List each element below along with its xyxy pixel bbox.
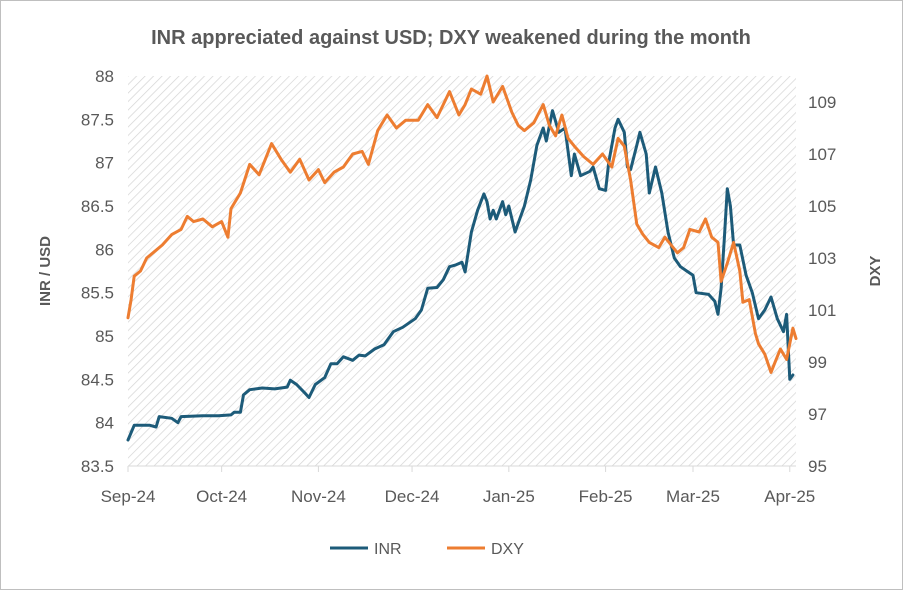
y-right-tick-label: 95	[808, 457, 827, 476]
y-left-tick-label: 83.5	[81, 457, 114, 476]
y-left-tick-label: 85.5	[81, 284, 114, 303]
legend: INR DXY	[330, 541, 524, 558]
plot-area	[128, 76, 796, 466]
y-left-tick-label: 88	[95, 67, 114, 86]
chart-title: INR appreciated against USD; DXY weakene…	[151, 27, 751, 49]
x-tick-label: Oct-24	[196, 487, 247, 506]
y-axis-right-label: DXY	[867, 256, 884, 287]
y-left-tick-label: 87	[95, 154, 114, 173]
y-right-tick-label: 109	[808, 93, 836, 112]
x-tick-label: Feb-25	[579, 487, 633, 506]
y-left-tick-label: 86	[95, 240, 114, 259]
y-right-tick-label: 107	[808, 145, 836, 164]
x-tick-label: Sep-24	[101, 487, 156, 506]
y-left-tick-label: 87.5	[81, 110, 114, 129]
y-left-tick-label: 84	[95, 414, 114, 433]
y-left-tick-label: 86.5	[81, 197, 114, 216]
y-axis-left-label: INR / USD	[37, 236, 54, 306]
right-axis-ticks: 95 97 99 101 103 105 107 109	[808, 93, 836, 476]
x-tick-label: Dec-24	[385, 487, 440, 506]
y-right-tick-label: 97	[808, 405, 827, 424]
y-right-tick-label: 101	[808, 301, 836, 320]
legend-label-inr: INR	[374, 541, 402, 558]
left-axis-ticks: 83.5 84 84.5 85 85.5 86 86.5 87 87.5 88	[81, 67, 114, 476]
series-line-inr	[126, 109, 795, 442]
series-line-dxy	[126, 74, 798, 374]
y-left-tick-label: 84.5	[81, 370, 114, 389]
x-tick-label: Nov-24	[291, 487, 346, 506]
y-right-tick-label: 99	[808, 353, 827, 372]
y-right-tick-label: 103	[808, 249, 836, 268]
y-right-tick-label: 105	[808, 197, 836, 216]
x-axis-ticks: Sep-24 Oct-24 Nov-24 Dec-24 Jan-25 Feb-25 Mar-…	[101, 466, 815, 506]
x-tick-label: Mar-25	[666, 487, 720, 506]
y-left-tick-label: 85	[95, 327, 114, 346]
x-tick-label: Apr-25	[764, 487, 815, 506]
x-tick-label: Jan-25	[483, 487, 535, 506]
legend-label-dxy: DXY	[491, 541, 524, 558]
